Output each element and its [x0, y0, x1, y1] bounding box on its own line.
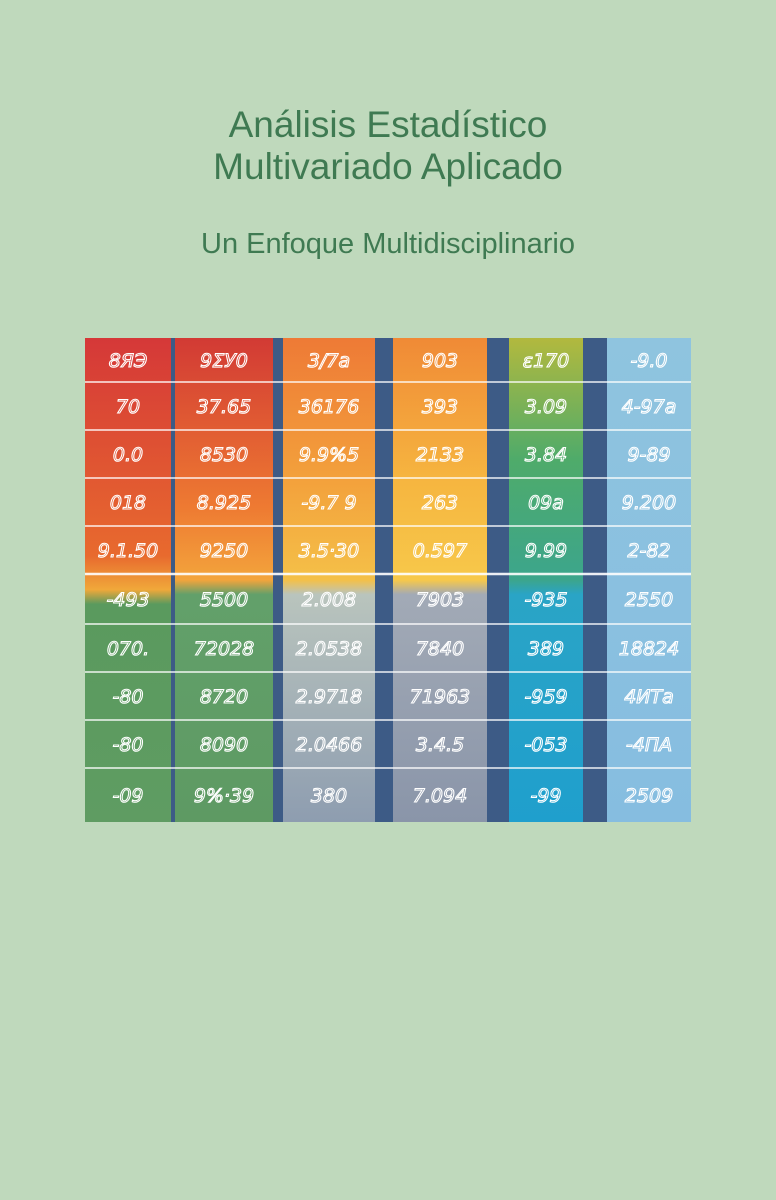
illustration-cell: 3.84 [525, 444, 567, 466]
illustration-cell: 380 [311, 785, 347, 807]
book-title: Análisis Estadístico Multivariado Aplica… [0, 104, 776, 188]
illustration-cell: 263 [422, 492, 458, 514]
illustration-cell: -935 [524, 589, 567, 611]
illustration-cell: 2509 [625, 785, 673, 807]
illustration-cell: 7903 [416, 589, 464, 611]
illustration-cell: 9%·39 [194, 785, 254, 807]
illustration-cell: 3.09 [525, 396, 567, 418]
illustration-cell: 2.0466 [296, 734, 362, 756]
illustration-cell: 2133 [416, 444, 464, 466]
illustration-cell: -9.7 9 [301, 492, 356, 514]
illustration-column-6 [607, 338, 691, 822]
illustration-cell: 72028 [194, 638, 254, 660]
illustration-cell: 18824 [619, 638, 679, 660]
illustration-column-2 [175, 338, 273, 822]
illustration-cell: 9.99 [525, 540, 567, 562]
illustration-cell: -959 [524, 686, 567, 708]
illustration-cell: 9-89 [627, 444, 670, 466]
illustration-cell: -09 [112, 785, 143, 807]
illustration-cell: 7840 [416, 638, 464, 660]
illustration-cell: 37.65 [197, 396, 251, 418]
illustration-cell: 070. [107, 638, 149, 660]
illustration-cell: 3.4.5 [416, 734, 464, 756]
illustration-cell: 9.200 [622, 492, 676, 514]
illustration-cell: 9.1.50 [98, 540, 158, 562]
illustration-cell: 8090 [200, 734, 248, 756]
illustration-cell: 09a [528, 492, 564, 514]
illustration-cell: -4ПА [626, 734, 672, 756]
illustration-cell: 8720 [200, 686, 248, 708]
illustration-column-1 [85, 338, 171, 822]
illustration-cell: 0.0 [113, 444, 143, 466]
illustration-cell: -80 [112, 734, 143, 756]
illustration-cell: ε170 [523, 350, 570, 372]
illustration-cell: 4ИТа [624, 686, 674, 708]
handwritten-spreadsheet-image: 8ЯЭ 9ΣУ0 3/7a 903 ε170 -9.0 70 37.65 36176 393 3.0… [85, 338, 691, 822]
illustration-cell: -9.0 [630, 350, 667, 372]
illustration-column-4 [393, 338, 487, 822]
illustration-cell: 9250 [200, 540, 248, 562]
illustration-cell: 8ЯЭ [109, 350, 148, 372]
illustration-cell: -80 [112, 686, 143, 708]
illustration-cell: 393 [422, 396, 458, 418]
illustration-cell: 0.597 [413, 540, 467, 562]
illustration-cell: 3/7a [308, 350, 350, 372]
illustration-cell: 5500 [200, 589, 248, 611]
illustration-cell: 903 [422, 350, 458, 372]
illustration-cell: 9.9%5 [299, 444, 359, 466]
illustration-cell: 71963 [410, 686, 470, 708]
illustration-cell: 2.9718 [296, 686, 362, 708]
spreadsheet-illustration: 8ЯЭ 9ΣУ0 3/7a 903 ε170 -9.0 70 37.65 36176 393 3.0… [85, 338, 691, 822]
illustration-column-3 [283, 338, 375, 822]
illustration-cell: 36176 [299, 396, 359, 418]
illustration-cell: 9ΣУ0 [200, 350, 248, 372]
illustration-cell: 2.0538 [296, 638, 362, 660]
illustration-cell: 70 [116, 396, 140, 418]
illustration-cell: 2-82 [627, 540, 670, 562]
illustration-cell: -99 [530, 785, 561, 807]
illustration-cell: 7.094 [413, 785, 467, 807]
illustration-cell: -053 [524, 734, 567, 756]
illustration-column-5 [509, 338, 583, 822]
illustration-cell: 8530 [200, 444, 248, 466]
illustration-cell: 8.925 [197, 492, 251, 514]
book-title-line-2: Multivariado Aplicado [213, 146, 563, 187]
illustration-cell: 4-97a [622, 396, 677, 418]
illustration-cell: 389 [528, 638, 564, 660]
illustration-cell: 3.5·30 [299, 540, 359, 562]
illustration-cell: 018 [110, 492, 146, 514]
illustration-cell: 2550 [625, 589, 673, 611]
illustration-cell: -493 [106, 589, 149, 611]
illustration-cell: 2.008 [302, 589, 356, 611]
book-title-line-1: Análisis Estadístico [228, 104, 548, 145]
book-subtitle: Un Enfoque Multidisciplinario [201, 228, 575, 260]
